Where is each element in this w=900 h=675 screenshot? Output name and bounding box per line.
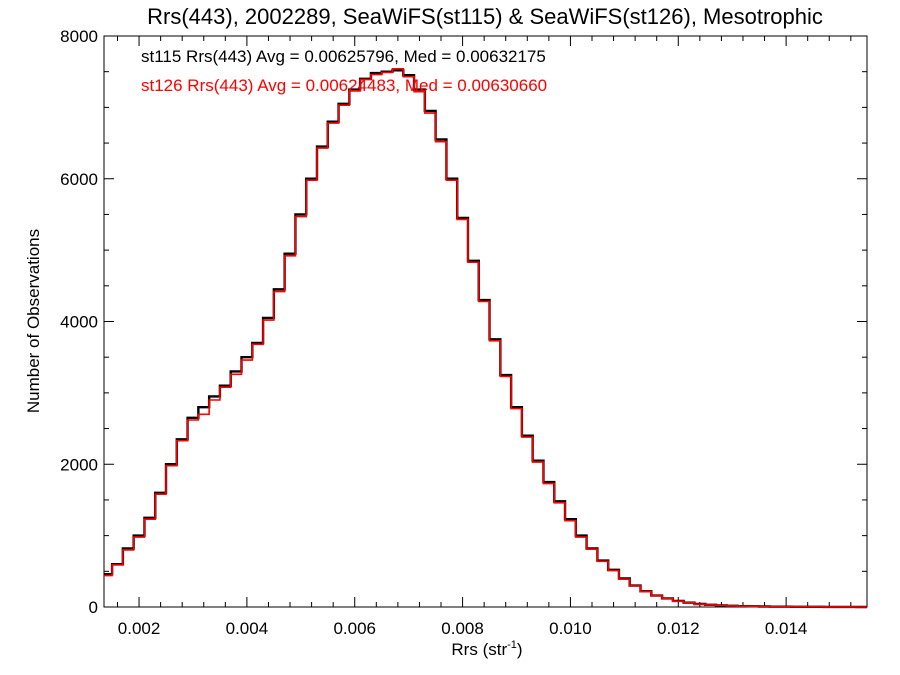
x-tick-label: 0.014	[765, 619, 808, 638]
x-tick-label: 0.010	[549, 619, 592, 638]
x-tick-label: 0.002	[118, 619, 161, 638]
x-axis-ticks: 0.002 0.004 0.006 0.008 0.010 0.012 0.014	[116, 36, 852, 638]
annotation-st115: st115 Rrs(443) Avg = 0.00625796, Med = 0…	[141, 47, 546, 66]
y-axis-label: Number of Observations	[24, 229, 43, 413]
y-tick-label: 8000	[60, 27, 98, 46]
x-axis-label: Rrs (str-1)	[451, 639, 522, 659]
y-tick-label: 2000	[60, 455, 98, 474]
series-line-st115	[104, 69, 867, 609]
y-axis-ticks: 0 2000 4000 6000 8000	[60, 27, 867, 617]
x-tick-label: 0.004	[226, 619, 269, 638]
x-tick-label: 0.012	[657, 619, 700, 638]
x-axis-label-end: )	[517, 640, 523, 659]
annotation-st126: st126 Rrs(443) Avg = 0.00624483, Med = 0…	[141, 76, 547, 95]
x-axis-label-main: Rrs (str	[451, 640, 507, 659]
y-tick-label: 0	[89, 598, 98, 617]
series-line-st126	[104, 68, 867, 608]
y-tick-label: 4000	[60, 313, 98, 332]
x-tick-label: 0.006	[333, 619, 376, 638]
x-tick-label: 0.008	[441, 619, 484, 638]
series-lines	[104, 68, 867, 609]
y-tick-label: 6000	[60, 170, 98, 189]
x-axis-label-superscript: -1	[507, 639, 517, 651]
plot-frame	[103, 35, 868, 608]
chart-title: Rrs(443), 2002289, SeaWiFS(st115) & SeaW…	[147, 4, 823, 29]
